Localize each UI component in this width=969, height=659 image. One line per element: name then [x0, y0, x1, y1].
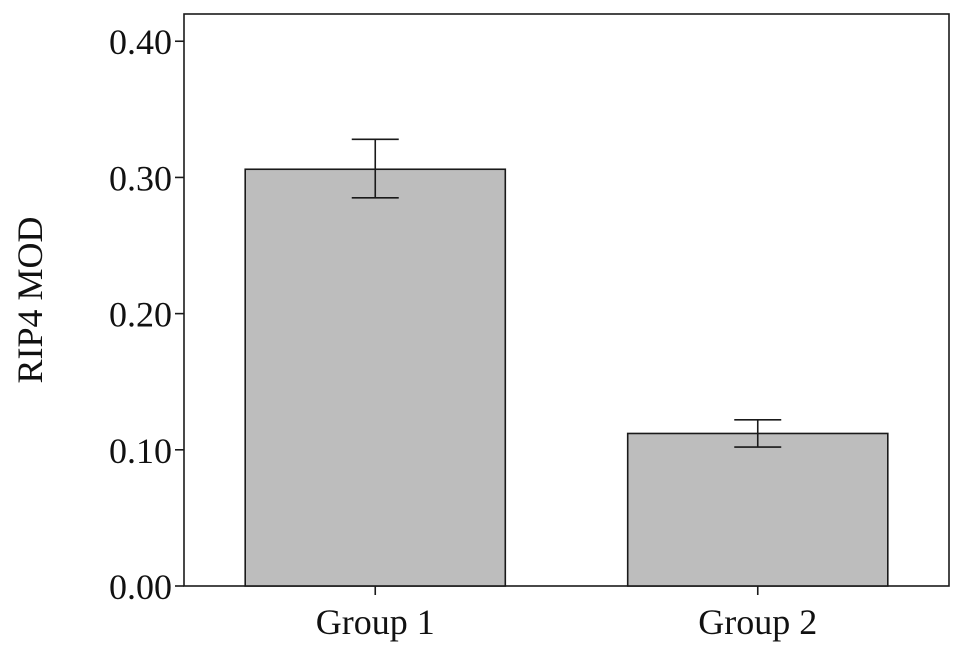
error-bars-layer: [351, 138, 782, 448]
y-tick-label: 0.40: [109, 22, 172, 62]
y-axis-title: RIP4 MOD: [10, 216, 50, 383]
plot-frame: [183, 13, 950, 587]
y-tick-label: 0.10: [109, 431, 172, 471]
y-tick-label: 0.30: [109, 158, 172, 198]
bar: [244, 168, 507, 587]
y-axis: 0.00 0.10 0.20 0.30 0.40: [109, 22, 184, 607]
x-axis: Group 1 Group 2: [316, 586, 817, 642]
bar: [626, 432, 889, 587]
y-tick-label: 0.20: [109, 295, 172, 335]
bars-layer: [244, 168, 889, 587]
y-tick-label: 0.00: [109, 567, 172, 607]
x-tick-label: Group 2: [698, 602, 817, 642]
x-tick-label: Group 1: [316, 602, 435, 642]
